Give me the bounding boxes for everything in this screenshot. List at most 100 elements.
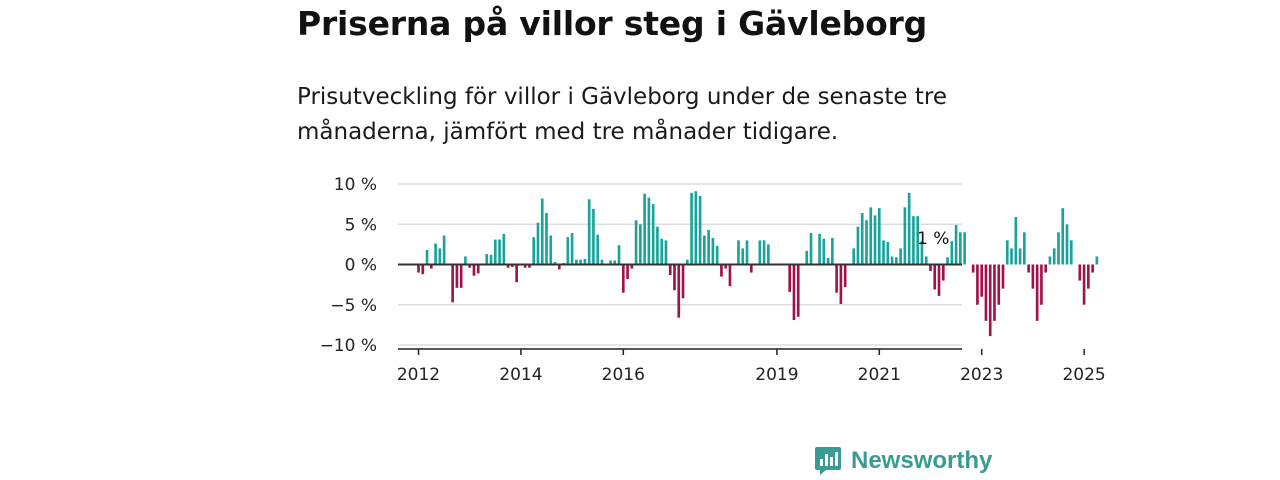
bar xyxy=(971,264,975,273)
bar xyxy=(621,264,625,293)
bar xyxy=(1044,264,1047,273)
bar xyxy=(630,264,634,269)
bar xyxy=(681,264,685,299)
bar xyxy=(451,264,454,303)
x-tick-label: 2025 xyxy=(1062,365,1105,385)
bar xyxy=(523,264,527,268)
bar xyxy=(647,197,651,265)
bar xyxy=(660,238,664,265)
bar xyxy=(826,258,830,265)
bar xyxy=(993,264,996,321)
bar xyxy=(796,264,800,317)
bar xyxy=(831,237,834,265)
bar xyxy=(698,196,702,265)
bar xyxy=(626,264,629,279)
bar xyxy=(1069,240,1073,265)
y-tick-label: −5 % xyxy=(330,296,377,316)
bar xyxy=(587,199,591,265)
bar xyxy=(609,260,612,265)
bar xyxy=(498,239,501,265)
bar xyxy=(502,233,506,265)
axes xyxy=(398,263,1085,355)
y-tick-label: −10 % xyxy=(320,336,377,356)
bar xyxy=(882,240,885,265)
bars xyxy=(417,191,1099,337)
bar xyxy=(1001,264,1005,289)
bar xyxy=(592,208,595,265)
bar xyxy=(950,241,954,265)
chart-subtitle: Prisutveckling för villor i Gävleborg un… xyxy=(297,84,947,145)
bar xyxy=(720,264,723,277)
bar xyxy=(920,241,924,265)
bar xyxy=(703,235,706,265)
bar xyxy=(767,244,770,265)
bar xyxy=(724,264,728,269)
bar xyxy=(912,216,915,265)
bar xyxy=(511,264,514,267)
bar xyxy=(673,264,676,291)
bar xyxy=(924,256,928,265)
bar xyxy=(839,264,843,304)
bar xyxy=(617,245,621,265)
y-axis-labels: 10 % 5 % 0 % −5 % −10 % xyxy=(320,175,377,356)
bar xyxy=(417,264,420,273)
bar xyxy=(707,229,710,265)
bar xyxy=(1091,264,1094,273)
y-tick-label: 0 % xyxy=(345,256,377,276)
bar xyxy=(536,222,540,265)
bar xyxy=(1095,256,1099,265)
bar xyxy=(805,250,809,265)
x-tick-label: 2016 xyxy=(602,365,645,385)
bar xyxy=(1052,248,1056,265)
bar xyxy=(634,220,638,265)
bar xyxy=(485,254,489,265)
bar xyxy=(852,248,856,265)
bar xyxy=(1065,224,1069,265)
bar xyxy=(984,264,988,321)
bar xyxy=(988,264,992,337)
y-tick-label: 5 % xyxy=(345,215,377,235)
bar xyxy=(1035,264,1039,321)
bar xyxy=(515,264,518,283)
bar xyxy=(557,264,561,270)
bar xyxy=(877,208,881,265)
bar xyxy=(434,243,437,265)
bar xyxy=(545,212,548,265)
bar xyxy=(809,233,813,265)
bar xyxy=(442,235,446,265)
bar xyxy=(489,254,493,265)
bar xyxy=(1040,264,1043,305)
x-tick-label: 2021 xyxy=(858,365,901,385)
bar xyxy=(1014,217,1018,265)
bar xyxy=(745,240,749,265)
bar xyxy=(455,264,459,288)
bar xyxy=(788,264,792,292)
bar xyxy=(937,264,941,296)
bar xyxy=(1023,232,1026,265)
bar xyxy=(694,191,698,265)
bar xyxy=(651,204,655,265)
bar xyxy=(741,248,745,265)
bar xyxy=(929,264,932,271)
bar xyxy=(528,264,531,268)
bar xyxy=(1018,248,1022,265)
bar xyxy=(1087,264,1090,289)
y-tick-label: 10 % xyxy=(334,175,377,195)
newsworthy-brand: Newsworthy xyxy=(814,446,992,476)
bar xyxy=(1061,208,1065,265)
bar xyxy=(685,259,689,265)
bar xyxy=(865,220,868,265)
bar xyxy=(1027,264,1030,273)
newsworthy-logo-icon xyxy=(815,447,841,475)
bar xyxy=(903,207,907,265)
bar xyxy=(711,237,715,265)
bar xyxy=(506,264,510,268)
bar xyxy=(1005,240,1009,265)
bar xyxy=(600,259,604,265)
bar xyxy=(933,264,937,290)
bar xyxy=(421,264,425,275)
bar xyxy=(997,264,1001,305)
bar xyxy=(869,207,873,265)
bar xyxy=(425,250,429,265)
